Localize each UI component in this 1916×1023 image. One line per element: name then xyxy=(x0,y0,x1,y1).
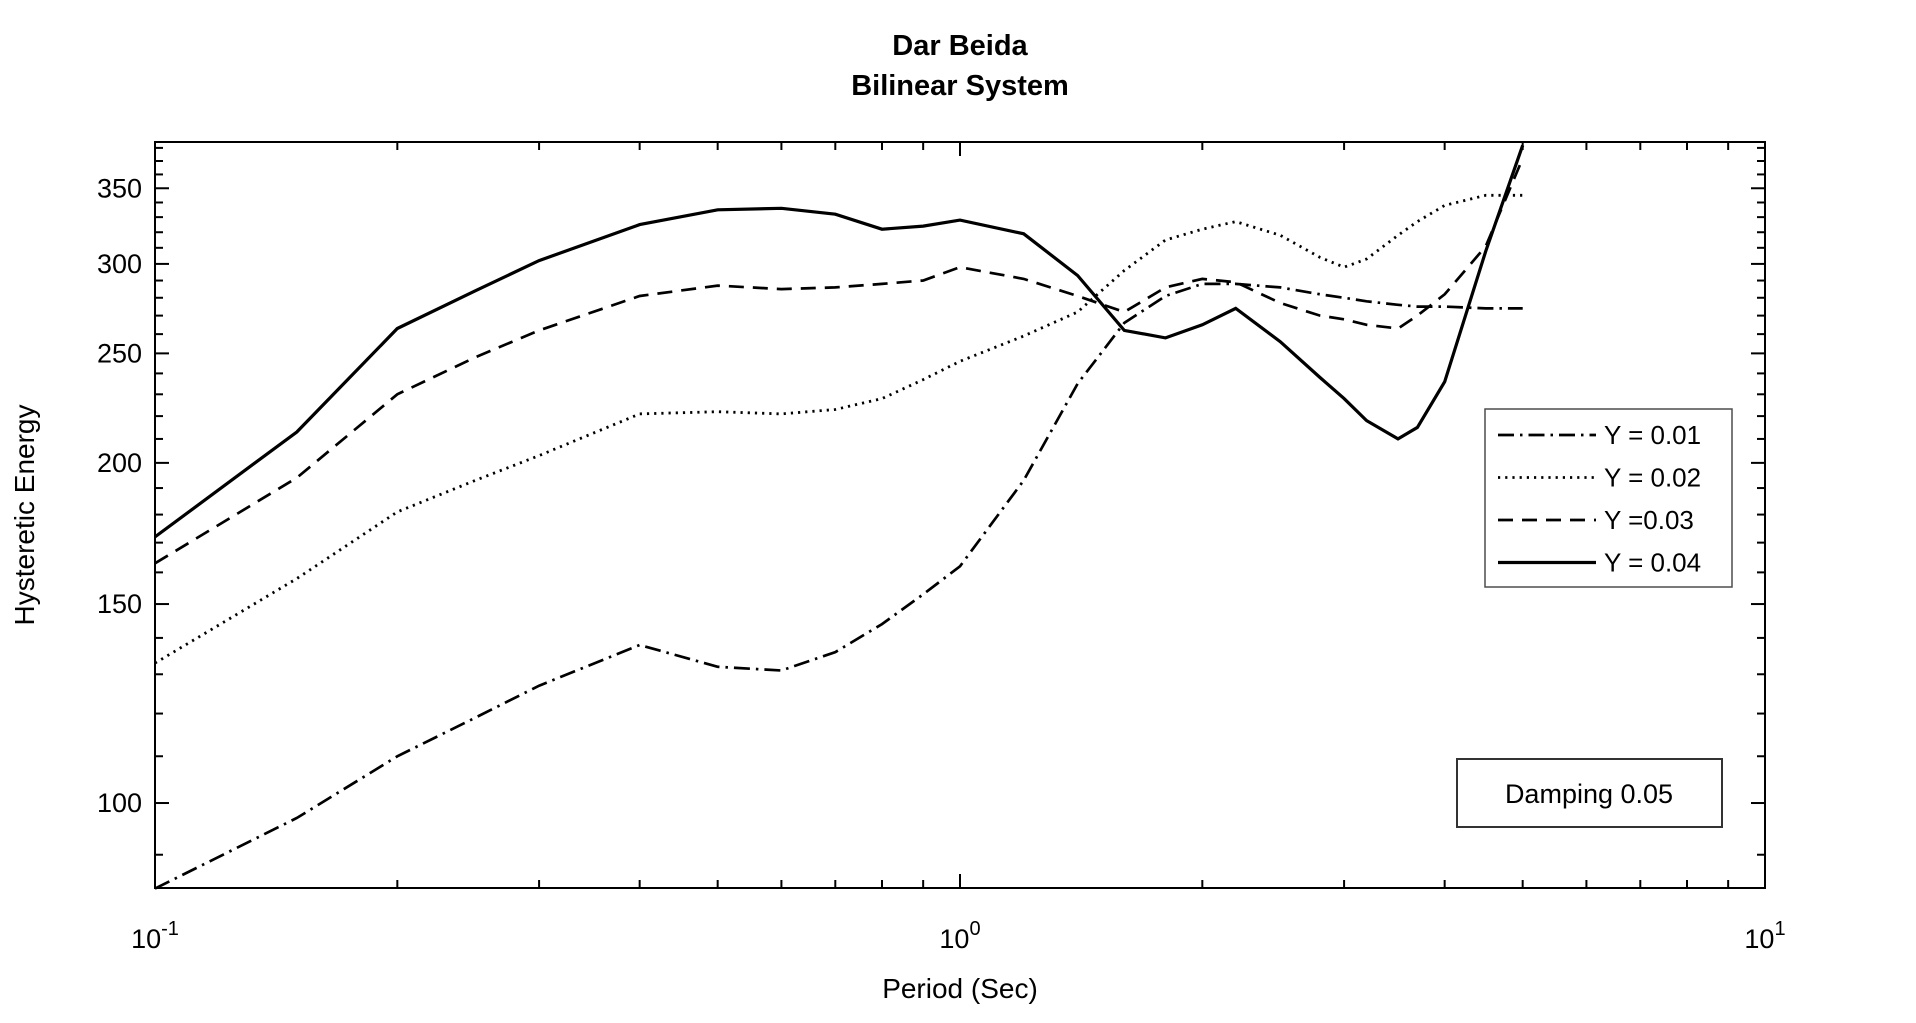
series-line-dashed xyxy=(154,157,1524,565)
y-tick-label: 200 xyxy=(97,448,142,478)
legend-label-y003: Y =0.03 xyxy=(1604,505,1694,535)
series-line-solid xyxy=(154,144,1525,539)
damping-annotation: Damping 0.05 xyxy=(1456,758,1723,828)
legend-entry-y002: Y = 0.02 xyxy=(1498,463,1701,493)
legend-entry-y004: Y = 0.04 xyxy=(1498,548,1701,578)
axis-tick-labels: 10-1 100 101 100 150 200 250 300 350 xyxy=(97,173,1786,954)
y-tick-label: 300 xyxy=(97,249,142,279)
y-tick-label: 100 xyxy=(97,788,142,818)
chart-title: Dar Beida xyxy=(892,30,1028,62)
x-tick-label: 101 xyxy=(1744,918,1785,954)
series-line-dashdot xyxy=(154,282,1523,890)
legend-box: Y = 0.01 Y = 0.02 Y =0.03 Y = 0.04 xyxy=(1484,408,1733,588)
axis-ticks xyxy=(154,142,1766,888)
legend-entry-y001: Y = 0.01 xyxy=(1498,420,1701,450)
plot-border xyxy=(154,141,1766,889)
x-tick-label: 10-1 xyxy=(131,918,179,954)
damping-frame xyxy=(1456,758,1723,828)
x-tick-label: 100 xyxy=(939,918,980,954)
y-axis-label: Hysteretic Energy xyxy=(9,405,40,626)
legend-label-y001: Y = 0.01 xyxy=(1604,420,1701,450)
chart-subtitle: Bilinear System xyxy=(851,70,1069,102)
legend-frame xyxy=(1484,408,1733,588)
y-tick-label: 150 xyxy=(97,589,142,619)
y-tick-label: 250 xyxy=(97,338,142,368)
legend-label-y004: Y = 0.04 xyxy=(1604,548,1701,578)
series-lines xyxy=(154,144,1525,890)
x-axis-label: Period (Sec) xyxy=(882,973,1038,1004)
legend-entry-y003: Y =0.03 xyxy=(1498,505,1694,535)
legend-label-y002: Y = 0.02 xyxy=(1604,463,1701,493)
y-tick-label: 350 xyxy=(97,173,142,203)
damping-text: Damping 0.05 xyxy=(1505,779,1673,809)
